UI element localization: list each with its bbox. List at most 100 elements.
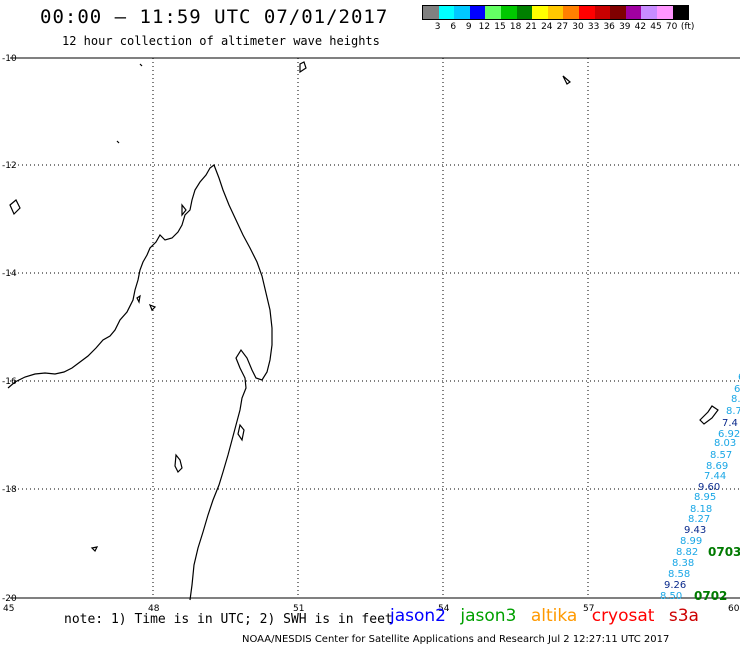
swh-observation: 9.60 [698,482,720,493]
color-scale-label: 36 [603,22,615,32]
swh-observation: 7.4 [722,418,738,429]
island [181,203,187,217]
island [699,405,719,425]
color-swatch [454,6,470,19]
island [562,75,571,85]
satellite-jason3: jason3 [460,606,517,626]
longitude-labels: 45 48 51 54 57 60 [3,604,740,614]
coastline [7,61,719,601]
color-swatch [625,6,642,19]
map-subtitle: 12 hour collection of altimeter wave hei… [62,34,380,48]
lon-label: 60 [728,604,740,614]
color-swatch [563,6,579,19]
swh-observation: 8.27 [688,514,710,525]
color-swatch [438,6,455,19]
color-scale-label: 21 [525,22,537,32]
satellite-altika: altika [530,606,578,626]
color-scale-labels: 3 6 9 12 15 18 21 24 27 30 33 36 39 42 45 70 (ft) [422,20,695,32]
color-scale-label: 27 [556,22,569,32]
swh-observation: 8.69 [706,461,728,472]
swh-observation: 8.99 [680,536,702,547]
color-swatch [578,6,595,19]
lon-label: 48 [148,604,160,614]
swh-observation: 7.44 [704,471,726,482]
color-swatch [500,6,517,19]
island [9,199,21,216]
swh-observation: 8.7 [726,406,740,417]
swh-observation: 8.03 [714,438,736,449]
satellite-legend: jason2 jason3 altika cryosat s3a [390,606,708,626]
lon-label: 45 [3,604,14,614]
lat-label: -16 [2,377,17,387]
color-scale-label: 3 [434,22,441,32]
island [139,63,143,67]
island [299,61,307,74]
color-scale-label: 45 [650,22,662,32]
lon-label: 51 [293,604,304,614]
color-scale-label: 12 [478,22,491,32]
color-scale-label: 15 [494,22,506,32]
lat-label: -10 [2,54,17,64]
swh-observation: 9.43 [684,525,706,536]
color-scale-label: 39 [619,22,631,32]
color-scale-label: 9 [465,22,472,32]
color-swatch [516,6,533,19]
color-swatch [469,6,486,19]
swh-observation: 8.82 [676,547,698,558]
swh-observation: 8.95 [694,492,716,503]
pass-label: 0702 [694,589,727,603]
color-scale-label: 70 [665,22,678,32]
swh-observation: 8.57 [710,450,732,461]
color-scale-unit: (ft) [680,22,695,32]
color-swatch [610,6,626,19]
satellite-jason2: jason2 [390,606,446,626]
pass-labels: 0703 0702 [694,545,740,603]
latitude-labels: -10 -12 -14 -16 -18 -20 [2,54,17,604]
color-swatch [423,6,439,19]
swh-observation: 6 [734,384,740,395]
color-swatch [672,6,689,19]
color-swatch [485,6,501,19]
island [116,140,120,144]
footnote: note: 1) Time is in UTC; 2) SWH is in fe… [64,612,393,627]
color-scale-label: 33 [587,22,600,32]
swh-observation: 6 [738,372,740,383]
swh-observation: 8.58 [668,569,690,580]
lat-label: -14 [2,269,17,279]
swh-observation: 6.92 [718,429,740,440]
lat-label: -20 [2,594,17,604]
swh-observation: 8.38 [672,558,694,569]
color-scale-legend: 3 6 9 12 15 18 21 24 27 30 33 36 39 42 45 70 (ft) [422,5,695,32]
satellite-s3a: s3a [668,606,699,626]
island [174,453,183,474]
color-swatch [656,6,673,19]
swh-observation: 9.26 [664,580,686,591]
swh-observation: 8.50 [660,591,682,602]
color-scale-label: 18 [509,22,522,32]
satellite-cryosat: cryosat [591,606,655,626]
color-scale-label: 30 [572,22,584,32]
color-scale-label: 6 [450,22,457,32]
lat-label: -18 [2,485,17,495]
island [90,546,99,553]
color-swatch [532,6,548,19]
island [136,294,141,304]
color-scale-label: 42 [634,22,647,32]
madagascar-coastline [7,164,273,601]
swh-observation: 8.18 [690,504,712,515]
graticule [10,58,740,598]
island [148,303,157,312]
island [237,423,245,442]
map-title: 00:00 – 11:59 UTC 07/01/2017 [40,6,389,28]
color-swatch [641,6,657,19]
pass-label: 0703 [708,545,740,559]
color-scale-swatches [422,5,690,20]
color-scale-label: 24 [541,22,553,32]
altimeter-observations: 668.8.77.46.928.038.578.697.449.608.958.… [660,372,740,602]
color-swatch [547,6,564,19]
lat-label: -12 [2,161,17,171]
credit-line: NOAA/NESDIS Center for Satellite Applica… [242,634,670,645]
lon-label: 57 [583,604,594,614]
color-swatch [594,6,611,19]
